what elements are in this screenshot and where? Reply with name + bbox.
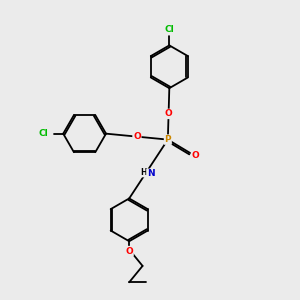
Text: N: N — [147, 169, 154, 178]
Text: O: O — [165, 110, 172, 118]
Text: H: H — [140, 168, 146, 177]
Text: O: O — [125, 247, 133, 256]
Text: O: O — [133, 132, 141, 141]
Text: Cl: Cl — [38, 129, 48, 138]
Text: Cl: Cl — [164, 26, 174, 34]
Text: P: P — [164, 135, 171, 144]
Text: O: O — [192, 151, 199, 160]
